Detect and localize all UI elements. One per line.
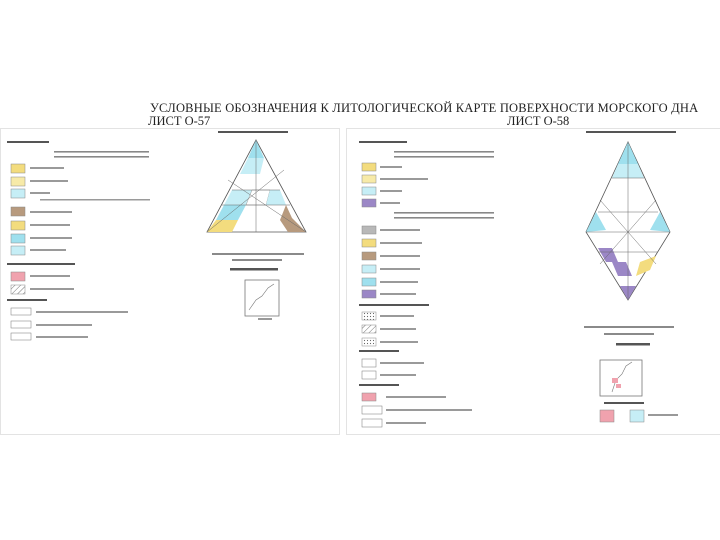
legend-sheet-left	[0, 128, 340, 435]
index-map-legend-pink	[599, 409, 615, 423]
right-legend-text-lines	[359, 166, 472, 424]
legend-swatch	[361, 251, 377, 261]
left-legend-swatches	[10, 163, 32, 341]
legend-swatch	[361, 277, 377, 287]
legend-swatch	[361, 392, 377, 402]
left-scheme-caption	[212, 253, 304, 271]
legend-swatch	[361, 370, 377, 380]
right-ternary-diagram	[585, 141, 671, 301]
left-ternary-diagram	[206, 139, 307, 233]
legend-swatch	[10, 320, 32, 329]
legend-swatch	[10, 233, 26, 244]
left-legend-text-lines	[7, 167, 150, 338]
legend-swatch	[361, 238, 377, 248]
legend-swatch	[361, 174, 377, 184]
legend-swatch	[361, 162, 377, 172]
legend-swatch	[10, 188, 26, 199]
legend-swatch	[10, 271, 26, 282]
left-heading-lines	[7, 131, 288, 158]
legend-swatch	[10, 163, 26, 174]
legend-swatch	[361, 225, 377, 235]
legend-swatch	[361, 186, 377, 196]
left-index-map	[244, 279, 280, 320]
legend-swatch	[361, 358, 377, 368]
sheet-right-label: ЛИСТ О-58	[507, 114, 570, 128]
legend-swatch	[361, 337, 377, 347]
legend-swatch	[10, 176, 26, 187]
legend-swatch	[361, 198, 377, 208]
index-map-legend-cyan	[629, 409, 645, 423]
right-legend-swatches	[361, 162, 383, 428]
legend-swatch	[10, 245, 26, 256]
legend-swatch	[361, 264, 377, 274]
right-heading-lines	[359, 131, 676, 219]
legend-swatch	[361, 289, 377, 299]
legend-swatch	[361, 418, 383, 428]
right-scheme-caption	[584, 326, 674, 346]
document-title: УСЛОВНЫЕ ОБОЗНАЧЕНИЯ К ЛИТОЛОГИЧЕСКОЙ КА…	[150, 101, 699, 115]
right-index-map	[599, 359, 678, 423]
legend-swatch	[361, 324, 377, 334]
sheet-left-label: ЛИСТ О-57	[148, 114, 211, 128]
legend-swatch	[10, 284, 26, 295]
legend-swatch	[361, 311, 377, 321]
legend-swatch	[10, 332, 32, 341]
legend-swatch	[361, 405, 383, 415]
legend-swatch	[10, 206, 26, 217]
legend-swatch	[10, 307, 32, 316]
legend-swatch	[10, 220, 26, 231]
